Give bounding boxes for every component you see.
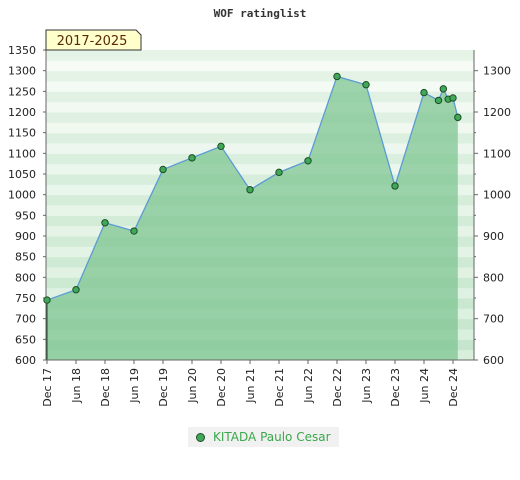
left-tick-label: 1200	[8, 106, 36, 119]
right-tick-label: 800	[483, 271, 504, 284]
right-tick-label: 600	[483, 354, 504, 367]
background-band	[46, 60, 474, 72]
data-point	[454, 113, 462, 122]
background-band	[46, 101, 474, 113]
data-point	[362, 81, 370, 89]
right-tick-label: 1100	[483, 147, 511, 160]
data-point	[304, 157, 312, 165]
data-point	[275, 168, 283, 177]
background-band	[46, 91, 474, 103]
background-band	[46, 112, 474, 123]
left-tick-label: 700	[15, 313, 36, 326]
x-tick-label: Dec 20	[215, 368, 228, 407]
year-range-badge: 2017-2025	[45, 29, 142, 51]
data-point	[246, 186, 254, 194]
background-band	[46, 81, 474, 92]
background-band	[46, 174, 474, 185]
left-y-axis-ticks: 600 650 700 750 800 850 900 950 1000 1050 1100 1150…	[8, 44, 46, 367]
legend: KITADA Paulo Cesar	[188, 427, 339, 447]
year-range-text: 2017-2025	[57, 34, 128, 49]
x-tick-label: Dec 18	[99, 368, 112, 407]
data-point	[43, 296, 51, 304]
data-point	[188, 154, 196, 162]
data-point	[130, 227, 138, 235]
background-band	[46, 132, 474, 144]
x-tick-label: Dec 24	[447, 368, 460, 407]
left-tick-label: 1150	[8, 127, 36, 140]
x-tick-label: Jun 20	[186, 368, 199, 404]
left-tick-label: 1350	[8, 44, 36, 57]
left-tick-label: 1300	[8, 65, 36, 78]
x-axis-ticks: Dec 17 Jun 18 Dec 18 Jun 19 Dec 19 Jun 20 Dec …	[41, 360, 460, 407]
data-point	[439, 85, 448, 93]
right-tick-label: 1300	[483, 65, 511, 78]
right-tick-label: 1000	[483, 189, 511, 202]
x-tick-label: Dec 19	[157, 368, 170, 407]
axes	[45, 50, 475, 361]
data-point	[72, 286, 80, 294]
background-band	[46, 50, 474, 61]
left-tick-label: 1050	[8, 168, 36, 181]
right-y-axis-ticks: 600 700 800 900 1000 1100 1200 1300	[474, 65, 511, 367]
left-tick-label: 750	[15, 292, 36, 305]
left-tick-label: 1250	[8, 85, 36, 98]
right-tick-label: 1200	[483, 106, 511, 119]
left-tick-label: 950	[15, 209, 36, 222]
x-tick-label: Dec 21	[273, 368, 286, 407]
left-tick-label: 600	[15, 354, 36, 367]
x-tick-label: Jun 19	[128, 368, 141, 404]
legend-label: KITADA Paulo Cesar	[213, 430, 331, 444]
left-tick-label: 850	[15, 251, 36, 264]
right-tick-label: 900	[483, 230, 504, 243]
x-tick-label: Jun 22	[302, 368, 315, 404]
data-point	[159, 165, 167, 174]
background-band	[46, 70, 474, 82]
left-tick-label: 800	[15, 271, 36, 284]
x-tick-label: Dec 22	[331, 368, 344, 407]
chart-title: WOF ratinglist	[214, 7, 307, 20]
x-tick-label: Dec 23	[389, 368, 402, 407]
legend-marker	[196, 432, 205, 442]
data-point	[217, 142, 225, 151]
data-markers	[43, 72, 462, 304]
x-tick-label: Jun 21	[244, 368, 257, 404]
background-band	[46, 122, 474, 134]
data-point	[101, 219, 109, 227]
left-tick-label: 1000	[8, 189, 36, 202]
data-point	[420, 88, 428, 97]
left-tick-label: 900	[15, 230, 36, 243]
data-point	[333, 72, 341, 81]
series-area	[47, 76, 458, 360]
right-tick-label: 700	[483, 313, 504, 326]
background-band	[46, 153, 474, 165]
data-point	[434, 96, 443, 105]
data-point	[449, 94, 457, 102]
x-tick-label: Jun 24	[418, 368, 431, 404]
left-tick-label: 650	[15, 333, 36, 346]
background-band	[46, 163, 474, 175]
data-point	[391, 182, 399, 190]
x-tick-label: Jun 23	[360, 368, 373, 404]
x-tick-label: Dec 17	[41, 368, 54, 407]
x-tick-label: Jun 18	[70, 368, 83, 404]
background-band	[46, 143, 474, 154]
left-tick-label: 1100	[8, 147, 36, 160]
